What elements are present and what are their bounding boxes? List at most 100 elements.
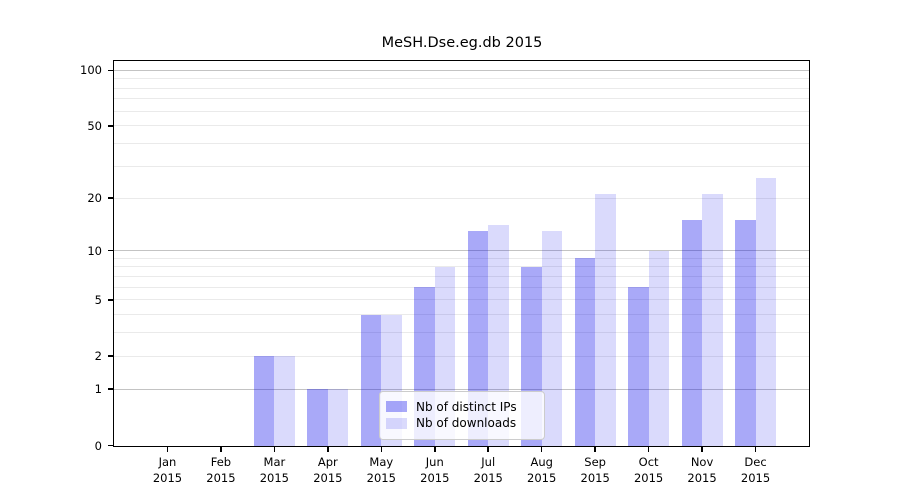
- y-gridline-minor: [114, 257, 809, 259]
- bar-distinct-ips-nov: [681, 220, 703, 446]
- x-tick-year: 2015: [633, 471, 664, 485]
- bar-downloads-mar: [274, 356, 295, 446]
- legend-swatch-distinct-ips: [386, 401, 407, 413]
- bar-downloads-sep: [595, 194, 616, 446]
- y-gridline-minor: [114, 332, 809, 334]
- x-tick: [540, 447, 543, 452]
- y-tick-label: 0: [94, 438, 102, 453]
- y-gridline-minor: [114, 143, 809, 145]
- bar-downloads-oct: [648, 250, 670, 446]
- y-tick: [107, 444, 113, 447]
- x-tick-label: Mar 2015: [242, 454, 306, 487]
- x-tick-month: Mar: [263, 454, 286, 469]
- y-gridline-major: [114, 250, 809, 252]
- y-tick: [107, 299, 113, 301]
- y-gridline-major: [114, 69, 809, 71]
- y-tick-label: 50: [87, 118, 102, 133]
- bar-downloads-aug: [541, 230, 563, 446]
- y-tick: [107, 249, 113, 252]
- legend: Nb of distinct IPs Nb of downloads: [379, 390, 545, 440]
- bar-distinct-ips-apr: [307, 389, 328, 446]
- y-tick-label: 2: [94, 349, 102, 364]
- x-tick: [434, 447, 436, 452]
- x-tick-month: Apr: [317, 454, 338, 469]
- y-gridline-minor: [114, 78, 809, 80]
- x-tick-month: Oct: [638, 454, 659, 469]
- y-tick: [107, 355, 113, 357]
- y-gridline-minor: [114, 87, 809, 89]
- x-tick: [754, 447, 757, 452]
- x-tick-label: Feb 2015: [189, 454, 253, 487]
- x-tick-year: 2015: [420, 471, 450, 485]
- x-tick-year: 2015: [313, 471, 343, 485]
- legend-entry: Nb of downloads: [386, 415, 536, 432]
- x-tick-year: 2015: [580, 471, 610, 485]
- x-tick-year: 2015: [152, 471, 183, 485]
- y-gridline-minor: [114, 197, 809, 199]
- x-tick-month: May: [369, 454, 394, 469]
- y-tick: [107, 388, 113, 390]
- x-tick-month: Feb: [210, 454, 232, 469]
- y-gridline-minor: [114, 299, 809, 301]
- x-tick-month: Jul: [481, 454, 496, 469]
- x-tick-month: Aug: [530, 454, 553, 469]
- x-tick-year: 2015: [740, 471, 771, 485]
- x-tick-year: 2015: [206, 471, 236, 485]
- x-tick-month: Sep: [584, 454, 606, 469]
- y-tick-label: 20: [87, 191, 102, 205]
- x-tick: [701, 447, 703, 452]
- y-gridline-minor: [114, 266, 809, 268]
- legend-label: Nb of downloads: [416, 416, 517, 431]
- y-tick-label: 1: [94, 382, 102, 397]
- legend-entry: Nb of distinct IPs: [386, 399, 536, 416]
- x-tick-year: 2015: [687, 471, 717, 485]
- bar-distinct-ips-may: [360, 314, 382, 446]
- x-tick-label: Sep 2015: [563, 454, 627, 487]
- x-tick-year: 2015: [527, 471, 557, 485]
- bar-downloads-apr: [327, 389, 349, 446]
- x-tick: [166, 447, 169, 452]
- bar-downloads-nov: [702, 194, 723, 446]
- x-tick-label: Jan 2015: [135, 454, 199, 487]
- y-gridline-minor: [114, 98, 809, 100]
- y-gridline-major: [114, 388, 809, 390]
- chart-title: MeSH.Dse.eg.db 2015: [381, 35, 543, 51]
- y-gridline-minor: [114, 355, 809, 357]
- bar-distinct-ips-sep: [574, 258, 596, 446]
- y-gridline-minor: [114, 110, 809, 112]
- y-tick-label: 100: [80, 63, 102, 78]
- bar-distinct-ips-oct: [628, 287, 649, 446]
- y-tick-label: 10: [87, 243, 102, 258]
- x-tick-year: 2015: [473, 471, 503, 485]
- x-tick-label: Jun 2015: [403, 454, 467, 487]
- x-tick-label: Apr 2015: [296, 454, 360, 487]
- y-gridline-minor: [114, 165, 809, 167]
- x-tick: [487, 447, 489, 452]
- x-tick: [380, 447, 383, 452]
- x-tick-year: 2015: [259, 471, 290, 485]
- x-tick-label: Aug 2015: [510, 454, 574, 487]
- bar-distinct-ips-mar: [253, 356, 275, 446]
- legend-swatch-downloads: [386, 417, 407, 429]
- x-tick-label: Oct 2015: [617, 454, 681, 487]
- y-gridline-minor: [114, 286, 809, 288]
- x-tick: [594, 447, 596, 452]
- bar-downloads-jul: [488, 225, 509, 446]
- x-tick-month: Dec: [744, 454, 767, 469]
- x-tick-label: May 2015: [349, 454, 413, 487]
- x-tick-label: Nov 2015: [670, 454, 734, 487]
- x-tick-year: 2015: [366, 471, 396, 485]
- y-gridline-minor: [114, 275, 809, 277]
- x-tick-label: Dec 2015: [724, 454, 788, 487]
- y-gridline-minor: [114, 314, 809, 316]
- x-tick: [220, 447, 222, 452]
- x-tick-month: Nov: [690, 454, 714, 469]
- x-tick-label: Jul 2015: [456, 454, 520, 487]
- x-tick: [327, 447, 329, 452]
- legend-label: Nb of distinct IPs: [416, 399, 517, 414]
- y-tick-label: 5: [94, 292, 102, 307]
- y-tick: [107, 197, 113, 199]
- bar-downloads-dec: [755, 177, 777, 446]
- bar-distinct-ips-dec: [735, 220, 756, 446]
